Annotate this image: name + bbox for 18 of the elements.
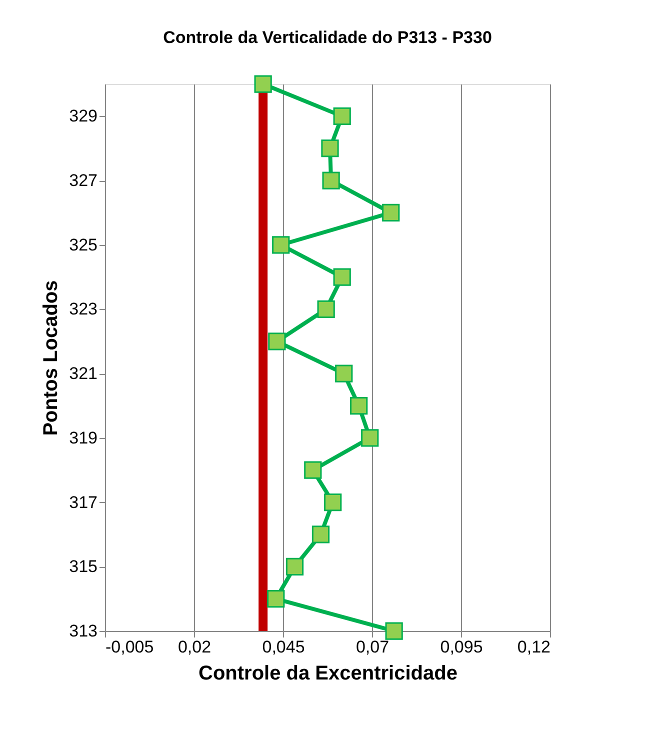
x-axis-title: Controle da Excentricidade [198,662,458,684]
x-tick-label: 0,02 [178,638,212,656]
y-tick-label: 325 [69,235,98,254]
x-tick-label: 0,07 [356,638,390,656]
y-tick-label: 327 [69,171,98,190]
y-tick-label: 329 [69,106,98,126]
x-tick-label: 0,095 [440,638,483,656]
chart-title: Controle da Verticalidade do P313 - P330 [163,28,492,47]
y-tick-label: 319 [69,428,98,448]
y-tick-label: 321 [69,364,98,384]
x-tick-label: -0,005 [106,638,154,656]
y-axis-title: Pontos Locados [40,280,62,436]
x-tick-label: 0,045 [262,638,305,656]
y-tick-label: 313 [69,622,98,640]
y-tick-label: 323 [69,300,98,319]
x-tick-label: 0,12 [517,638,550,656]
y-tick-label: 315 [69,557,98,576]
y-tick-label: 317 [69,492,98,512]
